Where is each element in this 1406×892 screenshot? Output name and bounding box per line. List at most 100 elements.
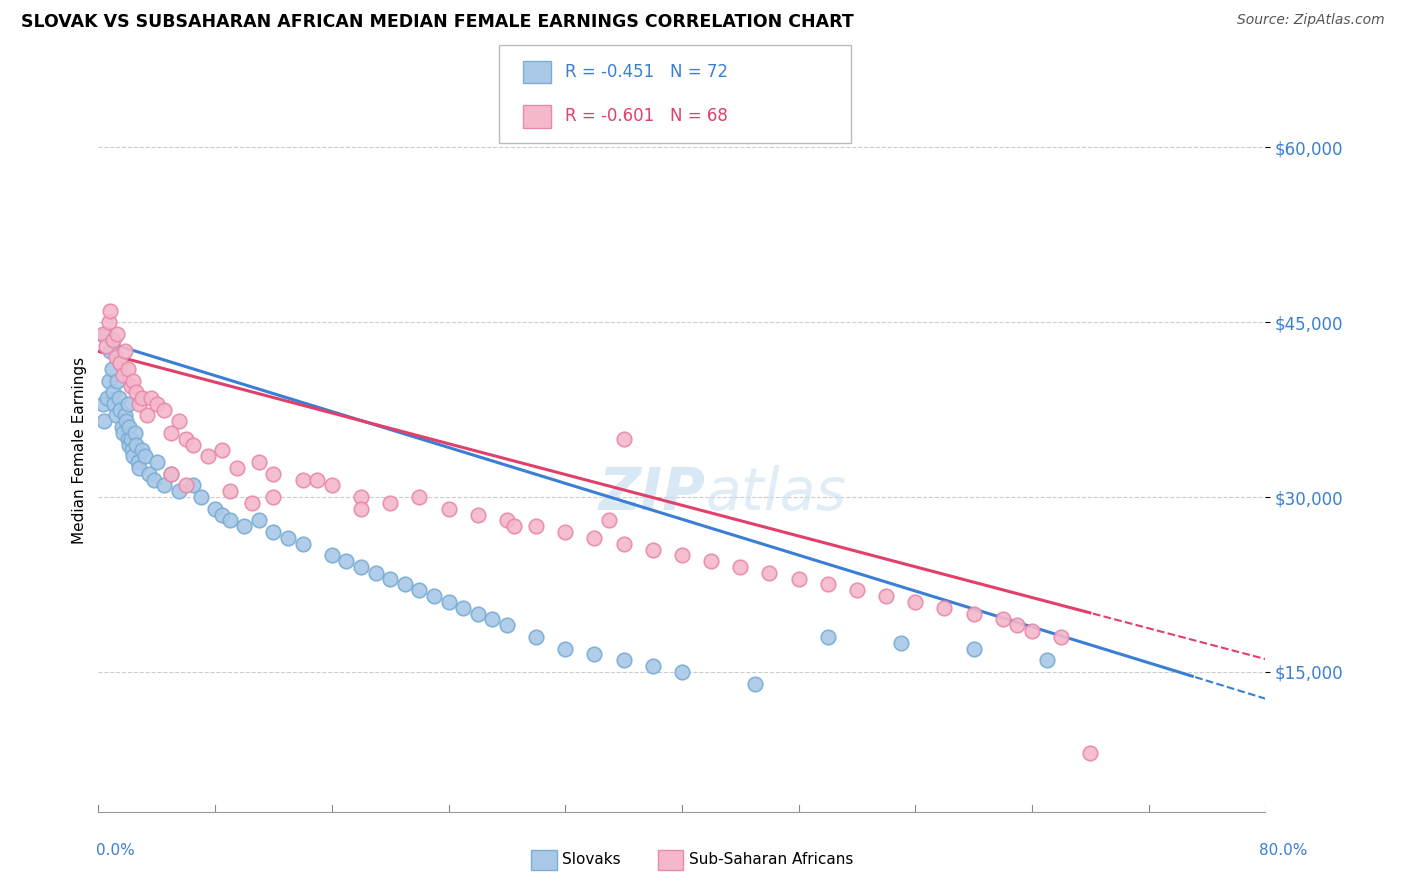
Point [991,612,1014,626]
Point [277,531,299,545]
Point [96,391,118,405]
Point [97,315,120,329]
Point [554,524,576,539]
Point [524,630,547,644]
Point [350,490,373,504]
Point [146,397,169,411]
Point [817,577,839,591]
Point [110,356,132,370]
Text: R = -0.601   N = 68: R = -0.601 N = 68 [565,107,728,126]
Text: R = -0.451   N = 72: R = -0.451 N = 72 [565,62,728,81]
Point [380,496,402,510]
Point [139,391,162,405]
Point [321,549,343,563]
Text: atlas: atlas [706,466,846,523]
Point [118,437,141,451]
Point [120,379,142,393]
Point [263,467,285,481]
Point [904,595,927,609]
Point [174,432,197,446]
Text: 0.0%: 0.0% [96,843,135,858]
Point [91,397,114,411]
Point [128,461,150,475]
Point [437,501,460,516]
Point [787,572,810,586]
Point [138,467,160,481]
Point [160,467,183,481]
Point [114,409,136,423]
Point [671,665,693,679]
Text: ZIP: ZIP [599,466,706,523]
Point [105,326,128,341]
Text: Source: ZipAtlas.com: Source: ZipAtlas.com [1237,13,1385,28]
Point [101,333,124,347]
Point [98,303,121,318]
Point [263,490,285,504]
Point [108,391,131,405]
Point [112,368,135,382]
Point [135,409,157,423]
Point [583,648,606,662]
Point [153,402,176,417]
Point [481,612,503,626]
Point [846,583,869,598]
Point [197,450,219,464]
Point [408,583,430,598]
Text: SLOVAK VS SUBSAHARAN AFRICAN MEDIAN FEMALE EARNINGS CORRELATION CHART: SLOVAK VS SUBSAHARAN AFRICAN MEDIAN FEMA… [21,13,853,31]
Point [226,461,249,475]
Point [350,501,373,516]
Point [146,455,169,469]
Point [111,420,134,434]
Point [104,350,127,364]
Point [394,577,416,591]
Point [613,653,636,667]
Point [364,566,387,580]
Point [117,362,139,376]
Point [437,595,460,609]
Point [613,432,636,446]
Point [451,600,474,615]
Point [97,374,120,388]
Point [321,478,343,492]
Point [350,560,373,574]
Point [583,531,606,545]
Point [467,508,489,522]
Point [758,566,780,580]
Point [160,425,183,440]
Point [101,333,124,347]
Point [380,572,402,586]
Point [1035,653,1057,667]
Point [408,490,430,504]
Point [641,659,664,673]
Point [240,496,263,510]
Point [496,513,519,527]
Point [100,362,122,376]
Point [962,607,984,621]
Point [1021,624,1043,639]
Point [233,519,256,533]
Point [598,513,620,527]
Point [247,455,270,469]
Point [613,537,636,551]
Point [112,425,135,440]
Point [174,478,197,492]
Point [124,425,146,440]
Point [467,607,489,621]
Point [94,338,117,352]
Point [128,397,150,411]
Point [181,437,204,451]
Point [94,326,117,341]
Point [110,402,132,417]
Point [101,385,124,400]
Point [110,356,132,370]
Point [503,519,526,533]
Point [211,443,233,458]
Point [131,391,153,405]
Point [167,484,190,499]
Point [103,397,125,411]
Point [218,484,240,499]
Point [962,641,984,656]
Point [93,414,115,428]
Point [204,501,226,516]
Point [218,513,240,527]
